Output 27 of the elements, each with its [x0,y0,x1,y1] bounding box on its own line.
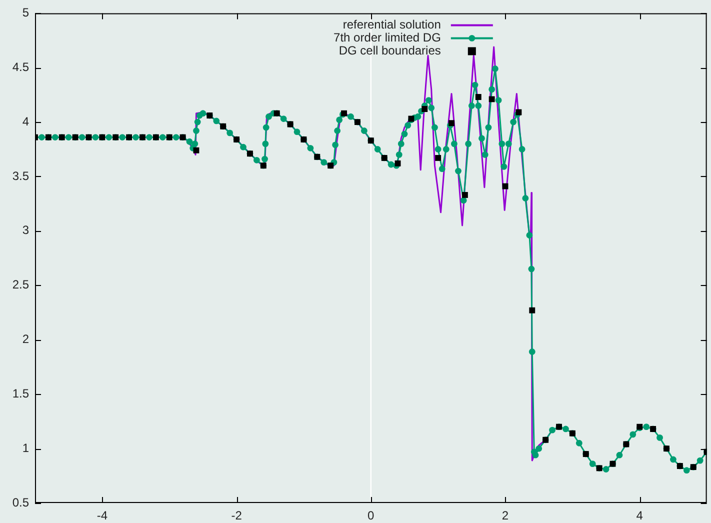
point [422,106,428,112]
y-tick-label: 3 [22,223,30,238]
point [435,154,442,161]
point [529,307,536,314]
point [488,96,495,102]
y-tick-label: 2 [22,332,30,346]
x-tick-label: 2 [502,508,509,523]
y-tick-label: 4.5 [12,60,30,74]
y-tick-label: 5 [22,6,30,20]
x-tick-label: 4 [636,508,644,523]
point [516,109,522,116]
y-tick-label: 0.5 [12,495,30,510]
x-tick-label: -2 [231,508,242,523]
x-tick-label: 0 [368,508,375,523]
point [462,192,468,198]
point [193,147,200,154]
point [394,160,401,166]
legend-label: 7th order limited DG [334,30,441,45]
y-tick-label: 2.5 [12,278,30,292]
y-tick-label: 1 [22,440,30,455]
y-tick-label: 1.5 [12,386,30,400]
y-tick-label: 4 [22,114,30,128]
point [475,94,482,100]
x-tick-label: -4 [96,508,108,523]
y-tick-label: 3.5 [12,168,30,183]
legend-label: referential solution [342,18,441,32]
legend-label: DG cell boundaries [338,44,441,58]
